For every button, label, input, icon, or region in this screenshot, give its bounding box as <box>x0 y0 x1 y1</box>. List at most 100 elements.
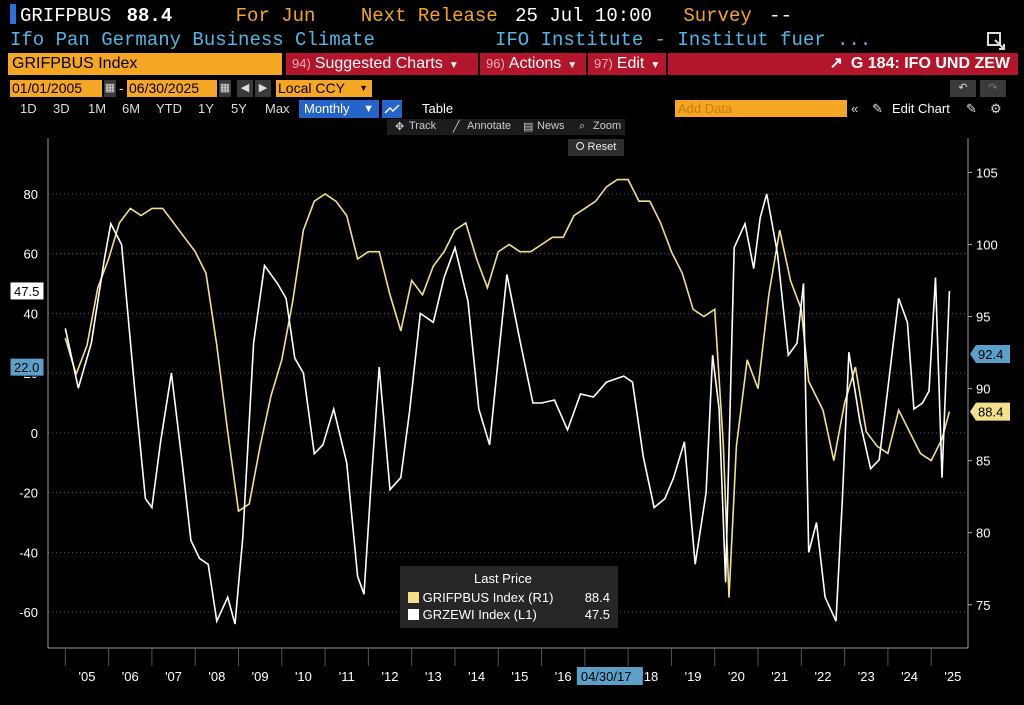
last-value: 88.4 <box>126 5 173 27</box>
line-chart-icon[interactable] <box>382 100 402 118</box>
security-field[interactable]: GRIFPBUS Index <box>8 53 282 75</box>
period-ytd[interactable]: YTD <box>156 101 182 116</box>
legend-item-zew: GRZEWI Index (L1) 47.5 <box>408 607 614 622</box>
zoom-button[interactable]: Zoom <box>593 120 622 132</box>
actions-button[interactable]: 96) Actions ▼ <box>480 53 586 75</box>
chart-tools: ✥ Track ╱ Annotate ▤ News ⌕ Zoom <box>387 119 625 135</box>
table-button[interactable]: Table <box>422 101 454 116</box>
external-link-icon: ↗ <box>829 55 843 72</box>
caret-down-icon: ▼ <box>567 60 578 71</box>
reset-button[interactable]: ⭘ Reset <box>568 139 624 156</box>
survey-value: -- <box>769 5 792 27</box>
x-tick-label: '16 <box>555 669 572 684</box>
period-1y[interactable]: 1Y <box>198 101 214 116</box>
series-line-grzewi <box>64 193 951 625</box>
currency-select[interactable]: Local CCY ▼ <box>276 80 372 97</box>
collapse-icon[interactable]: « <box>851 101 859 116</box>
window-expand-icon[interactable] <box>986 31 1006 51</box>
right-tick-label: 85 <box>976 454 990 469</box>
left-tick-label: -20 <box>19 486 38 501</box>
gear-icon[interactable]: ⚙ <box>990 101 1002 116</box>
caret-down-icon: ▼ <box>363 103 374 115</box>
end-date-field[interactable]: 06/30/2025 <box>127 80 217 97</box>
redo-icon[interactable]: ↷ <box>980 80 1006 97</box>
left-tick-label: 60 <box>24 247 38 262</box>
legend-swatch-zew <box>408 609 419 620</box>
date-toolbar: 01/01/2005 ▦ - 06/30/2025 ▦ ◀ ▶ Local CC… <box>8 80 1024 98</box>
left-tick-label: -40 <box>19 545 38 560</box>
ticker: GRIFPBUS <box>20 5 112 27</box>
period-1m[interactable]: 1M <box>88 101 107 116</box>
x-tick-label: '15 <box>511 669 528 684</box>
next-arrow-icon[interactable]: ▶ <box>255 80 271 97</box>
ifo-last-marker-label: 88.4 <box>978 405 1003 420</box>
x-tick-label: '25 <box>944 669 961 684</box>
zoom-icon: ⌕ <box>579 120 586 132</box>
prev-arrow-icon[interactable]: ◀ <box>237 80 253 97</box>
x-tick-label: '09 <box>252 669 269 684</box>
right-tick-label: 90 <box>976 382 990 397</box>
zew-last-marker-label: 47.5 <box>14 284 39 299</box>
x-tick-label: '07 <box>165 669 182 684</box>
left-tick-label: 40 <box>24 306 38 321</box>
undo-icon[interactable]: ↶ <box>950 80 976 97</box>
hover-date-box <box>576 667 643 685</box>
news-button[interactable]: News <box>537 120 565 132</box>
period-3d[interactable]: 3D <box>53 101 70 116</box>
next-release-label: Next Release <box>360 5 498 27</box>
period-label: For Jun <box>235 5 316 27</box>
security-source: IFO Institute - Institut fuer ... <box>495 29 872 51</box>
right-tick-label: 105 <box>976 165 998 180</box>
right-tick-label: 95 <box>976 310 990 325</box>
right-secondary-marker-box <box>970 345 1010 363</box>
calendar-icon[interactable]: ▦ <box>104 80 116 97</box>
edit-chart-button[interactable]: Edit Chart <box>892 101 950 116</box>
survey-label: Survey <box>683 5 752 27</box>
reset-icon: ⭘ <box>575 141 588 153</box>
left-secondary-marker-label: 22.0 <box>14 360 39 375</box>
ifo-last-marker-box <box>970 402 1010 421</box>
x-tick-label: '19 <box>685 669 702 684</box>
add-data-input[interactable]: Add Data <box>675 100 847 117</box>
suggested-charts-button[interactable]: 94) Suggested Charts ▼ <box>286 53 478 75</box>
next-release-value: 25 Jul 10:00 <box>515 5 652 27</box>
x-tick-label: '06 <box>122 669 139 684</box>
x-tick-label: '21 <box>771 669 788 684</box>
legend-swatch-ifo <box>408 592 419 603</box>
x-tick-label: '12 <box>382 669 399 684</box>
settings-pencil-icon[interactable]: ✎ <box>966 101 977 116</box>
annotate-icon: ╱ <box>453 121 460 133</box>
right-secondary-marker-label: 92.4 <box>978 347 1003 362</box>
legend-title: Last Price <box>474 571 532 586</box>
legend: Last Price GRIFPBUS Index (R1) 88.4 GRZE… <box>400 566 618 628</box>
security-description: Ifo Pan Germany Business Climate <box>10 29 375 51</box>
track-button[interactable]: Track <box>409 120 437 132</box>
x-tick-label: '18 <box>641 669 658 684</box>
edit-button[interactable]: 97) Edit ▼ <box>588 53 666 75</box>
series-line-grifpbus <box>64 178 951 598</box>
period-max[interactable]: Max <box>265 101 290 116</box>
left-tick-label: 20 <box>24 366 38 381</box>
period-1d[interactable]: 1D <box>20 101 37 116</box>
start-date-field[interactable]: 01/01/2005 <box>10 80 102 97</box>
left-tick-label: -60 <box>19 605 38 620</box>
annotate-button[interactable]: Annotate <box>467 120 512 132</box>
chart-title-bar[interactable]: ↗ G 184: IFO UND ZEW <box>668 53 1018 75</box>
period-6m[interactable]: 6M <box>122 101 141 116</box>
caret-down-icon: ▼ <box>650 60 661 71</box>
caret-down-icon: ▼ <box>448 60 459 71</box>
x-tick-label: '23 <box>858 669 875 684</box>
x-tick-label: '20 <box>728 669 745 684</box>
x-tick-label: '11 <box>339 669 355 684</box>
news-icon: ▤ <box>523 121 534 133</box>
calendar-icon[interactable]: ▦ <box>219 80 231 97</box>
left-secondary-marker-box <box>9 357 45 377</box>
frequency-select[interactable]: Monthly ▼ <box>299 100 379 118</box>
security-header: GRIFPBUS 88.4 For Jun Next Release 25 Ju… <box>0 4 1024 28</box>
legend-item-ifo: GRIFPBUS Index (R1) 88.4 <box>408 590 614 605</box>
zew-last-marker-box <box>9 281 45 301</box>
period-5y[interactable]: 5Y <box>231 101 247 116</box>
axis-markers: 47.5 22.0 92.4 88.4 <box>9 281 1010 421</box>
pencil-icon[interactable]: ✎ <box>872 101 883 116</box>
right-tick-label: 100 <box>976 237 998 252</box>
